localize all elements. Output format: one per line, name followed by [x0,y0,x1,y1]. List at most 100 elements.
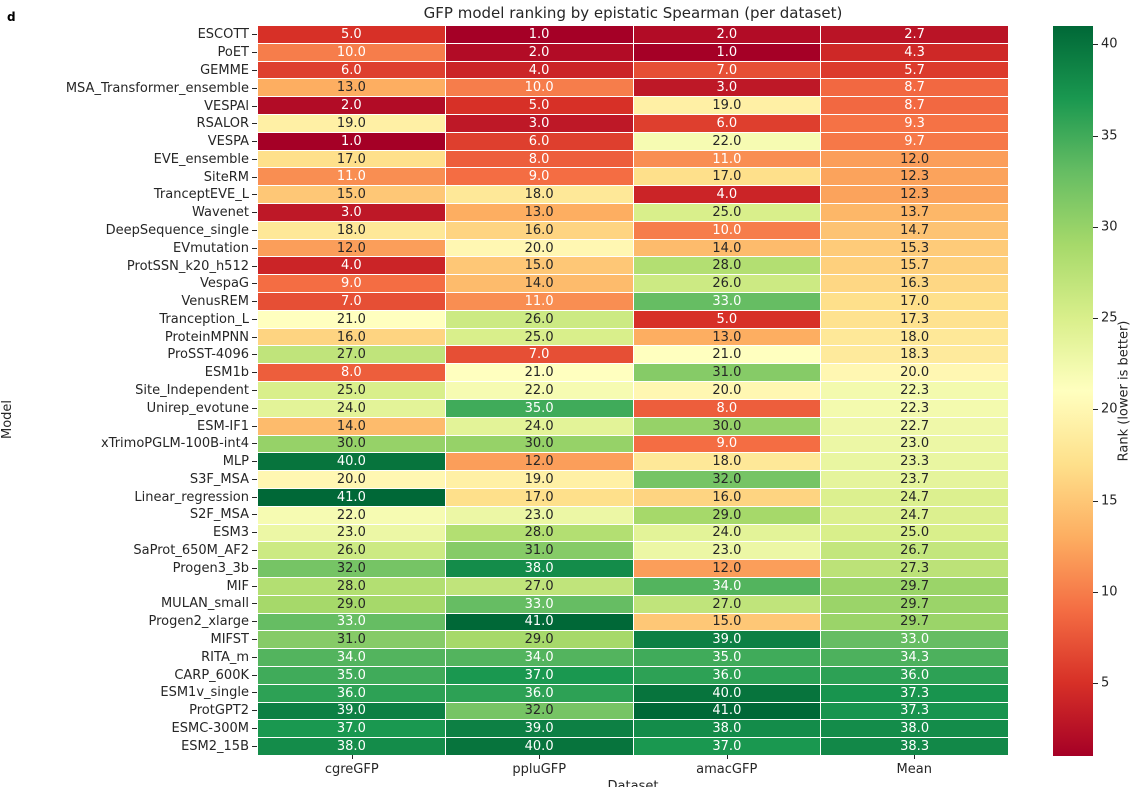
heatmap-cell: 33.0 [445,595,633,613]
row-label: EVE_ensemble [0,150,257,168]
heatmap-cell: 11.0 [258,168,445,186]
row-label: CARP_600K [0,666,257,684]
heatmap-cell: 8.7 [821,79,1008,97]
heatmap-cell: 26.0 [633,275,821,293]
heatmap-cell: 29.7 [821,595,1008,613]
y-tick-mark [252,603,257,605]
row-label-text: S3F_MSA [189,471,249,487]
heatmap-cell: 5.0 [633,310,821,328]
heatmap-cell: 39.0 [258,702,445,720]
column-label: Mean [896,762,932,777]
heatmap-cell: 22.0 [445,382,633,399]
row-label-text: Linear_regression [134,489,249,505]
heatmap-cell: 37.3 [821,684,1008,702]
heatmap-cell: 16.0 [633,488,821,506]
row-label-text: Tranception_L [159,311,249,327]
heatmap-cell: 32.0 [258,560,445,577]
y-tick-mark [252,443,257,445]
y-tick-mark [252,425,257,427]
heatmap-cell: 37.3 [821,702,1008,720]
y-tick-mark [252,567,257,569]
y-tick-mark [252,585,257,587]
y-tick-mark [252,212,257,214]
y-tick-mark [252,372,257,374]
row-label-text: EVE_ensemble [153,151,249,167]
row-label-text: SiteRM [203,169,249,185]
heatmap-cell: 3.0 [445,115,633,132]
heatmap-cell: 17.0 [258,150,445,168]
y-tick-mark [252,229,257,231]
heatmap-cell: 12.0 [445,453,633,471]
row-label-text: VESPA [207,134,249,150]
x-axis-label: Dataset [607,779,659,787]
heatmap-cell: 24.0 [445,417,633,435]
y-tick-mark [252,621,257,623]
row-label: Site_Independent [0,382,257,400]
heatmap-cell: 38.0 [258,738,445,755]
heatmap-cell: 9.0 [258,275,445,293]
heatmap-cell: 6.0 [633,115,821,132]
heatmap-cell: 29.0 [258,595,445,613]
heatmap-cell: 12.3 [821,168,1008,186]
heatmap-cell: 10.0 [445,79,633,97]
heatmap-cell: 9.3 [821,115,1008,132]
heatmap-cell: 41.0 [258,488,445,506]
heatmap-cell: 18.0 [821,328,1008,346]
heatmap-cell: 8.7 [821,97,1008,115]
heatmap-cell: 24.0 [258,399,445,417]
heatmap-cell: 23.7 [821,471,1008,488]
colorbar-tick-mark [1093,226,1098,228]
column-label: ppluGFP [512,762,567,777]
heatmap-cell: 37.0 [445,666,633,684]
heatmap-cell: 3.0 [633,79,821,97]
heatmap-cell: 31.0 [445,542,633,560]
heatmap-cell: 14.0 [445,275,633,293]
row-label: MULAN_small [0,595,257,613]
heatmap-cell: 29.0 [633,506,821,524]
heatmap-cell: 17.3 [821,310,1008,328]
y-tick-mark [252,194,257,196]
row-label-text: ESM3 [213,525,249,541]
row-label-text: S2F_MSA [189,507,249,523]
row-label-text: CARP_600K [174,667,249,683]
heatmap-cell: 7.0 [633,61,821,79]
colorbar-tick-mark [1093,44,1098,46]
heatmap-cell: 22.0 [633,132,821,150]
heatmap-cell: 21.0 [445,364,633,382]
y-tick-mark [252,265,257,267]
colorbar-tick-mark [1093,500,1098,502]
heatmap-cell: 28.0 [633,257,821,275]
heatmap-cell: 34.0 [445,649,633,666]
row-label-text: ESM1b [204,365,249,381]
row-label-text: ESM-IF1 [197,418,249,434]
heatmap-cell: 33.0 [821,631,1008,649]
y-tick-mark [252,407,257,409]
heatmap-cell: 40.0 [445,738,633,755]
heatmap-cell: 34.3 [821,649,1008,666]
row-label-text: ESCOTT [197,27,249,43]
heatmap-cell: 18.0 [258,221,445,239]
heatmap-cell: 11.0 [445,293,633,310]
row-label-text: Progen2_xlarge [148,614,249,630]
heatmap-cell: 2.0 [633,26,821,43]
row-label: ProSST-4096 [0,346,257,364]
heatmap-cell: 12.0 [258,239,445,257]
row-label-text: ProtGPT2 [189,703,249,719]
y-tick-mark [252,638,257,640]
y-tick-mark [252,87,257,89]
heatmap-cell: 16.3 [821,275,1008,293]
row-label-text: MIF [226,578,249,594]
heatmap-cell: 31.0 [258,631,445,649]
heatmap-cell: 6.0 [445,132,633,150]
heatmap-cell: 33.0 [633,293,821,310]
heatmap-cell: 15.0 [258,186,445,204]
row-label-text: VespaG [200,276,249,292]
row-label: RSALOR [0,115,257,133]
heatmap-cell: 15.3 [821,239,1008,257]
heatmap-cell: 35.0 [633,649,821,666]
heatmap-cell: 22.0 [258,506,445,524]
heatmap-cell: 13.0 [633,328,821,346]
heatmap-cell: 25.0 [445,328,633,346]
row-label-text: ProteinMPNN [164,329,249,345]
